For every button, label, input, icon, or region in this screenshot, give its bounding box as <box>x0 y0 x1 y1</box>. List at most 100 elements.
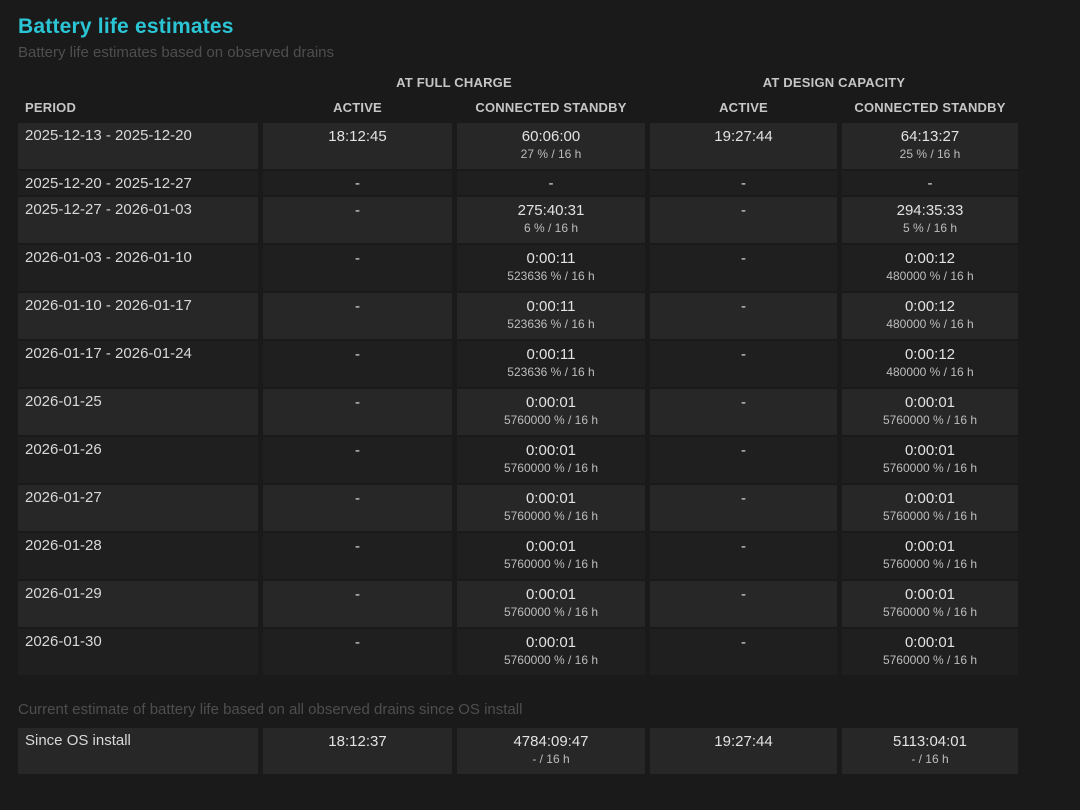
design-capacity-connected-standby-cell: 0:00:12 480000 % / 16 h <box>842 341 1018 387</box>
value-main: 64:13:27 <box>900 128 960 145</box>
table-row-period-3: 2026-01-03 - 2026-01-10 - 0:00:11 523636 % … <box>18 245 1018 291</box>
table-column-header-row: PERIOD ACTIVE CONNECTED STANDBY ACTIVE C… <box>18 100 1018 116</box>
value-main: 0:00:01 <box>904 442 956 459</box>
value-subtext: 5760000 % / 16 h <box>882 413 978 427</box>
value-main: - <box>741 634 746 651</box>
table-row-period-8: 2026-01-27 - 0:00:01 5760000 % / 16 h - 0:00:… <box>18 485 1018 531</box>
value-main: 19:27:44 <box>714 733 773 750</box>
value-main: 0:00:12 <box>904 250 956 267</box>
design-capacity-active-cell: - <box>650 485 837 531</box>
value-main: - <box>355 250 360 267</box>
table-row-period-7: 2026-01-26 - 0:00:01 5760000 % / 16 h - 0:00:… <box>18 437 1018 483</box>
column-header-full-charge-connected-standby: CONNECTED STANDBY <box>475 100 627 115</box>
value-subtext: 5760000 % / 16 h <box>503 413 599 427</box>
value-main: 0:00:01 <box>525 490 577 507</box>
value-subtext: 27 % / 16 h <box>520 147 582 161</box>
value-main: 0:00:01 <box>904 634 956 651</box>
value-subtext: - / 16 h <box>532 752 570 766</box>
design-capacity-connected-standby-cell: - <box>842 171 1018 195</box>
table-row-period-10: 2026-01-29 - 0:00:01 5760000 % / 16 h - 0:00:… <box>18 581 1018 627</box>
value-subtext: 480000 % / 16 h <box>886 317 974 331</box>
full-charge-active-cell: 18:12:45 <box>263 123 452 169</box>
design-capacity-connected-standby-cell: 0:00:01 5760000 % / 16 h <box>842 581 1018 627</box>
value-main: - <box>355 298 360 315</box>
full-charge-active-cell: - <box>263 171 452 195</box>
full-charge-connected-standby-cell: 0:00:01 5760000 % / 16 h <box>457 581 645 627</box>
value-main: 0:00:11 <box>526 250 576 267</box>
full-charge-connected-standby-cell: 0:00:11 523636 % / 16 h <box>457 293 645 339</box>
value-main: - <box>741 346 746 363</box>
value-main: 0:00:01 <box>904 394 956 411</box>
full-charge-connected-standby-cell: 4784:09:47 - / 16 h <box>457 728 645 774</box>
period-cell: 2026-01-03 - 2026-01-10 <box>18 245 258 291</box>
design-capacity-connected-standby-cell: 0:00:01 5760000 % / 16 h <box>842 485 1018 531</box>
value-subtext: - / 16 h <box>911 752 949 766</box>
value-subtext: 5760000 % / 16 h <box>882 509 978 523</box>
design-capacity-connected-standby-cell: 64:13:27 25 % / 16 h <box>842 123 1018 169</box>
design-capacity-active-cell: - <box>650 341 837 387</box>
full-charge-active-cell: - <box>263 341 452 387</box>
full-charge-connected-standby-cell: - <box>457 171 645 195</box>
since-os-install-note: Current estimate of battery life based o… <box>18 701 523 718</box>
design-capacity-active-cell: - <box>650 171 837 195</box>
value-main: - <box>741 586 746 603</box>
value-main: 0:00:01 <box>525 586 577 603</box>
design-capacity-active-cell: - <box>650 197 837 243</box>
value-main: - <box>741 538 746 555</box>
value-subtext: 5760000 % / 16 h <box>503 557 599 571</box>
value-subtext: 5760000 % / 16 h <box>503 605 599 619</box>
design-capacity-connected-standby-cell: 0:00:12 480000 % / 16 h <box>842 293 1018 339</box>
design-capacity-connected-standby-cell: 294:35:33 5 % / 16 h <box>842 197 1018 243</box>
value-main: 18:12:45 <box>328 128 387 145</box>
value-main: 4784:09:47 <box>513 733 589 750</box>
column-header-full-charge-active: ACTIVE <box>333 100 382 115</box>
full-charge-active-cell: - <box>263 389 452 435</box>
full-charge-active-cell: - <box>263 629 452 675</box>
value-main: - <box>741 442 746 459</box>
value-subtext: 25 % / 16 h <box>899 147 961 161</box>
design-capacity-active-cell: - <box>650 533 837 579</box>
design-capacity-connected-standby-cell: 0:00:12 480000 % / 16 h <box>842 245 1018 291</box>
table-row-since-os-install: Since OS install 18:12:37 4784:09:47 - / 16… <box>18 728 1018 774</box>
value-main: 5113:04:01 <box>893 733 967 750</box>
value-subtext: 5 % / 16 h <box>902 221 958 235</box>
period-cell: 2026-01-28 <box>18 533 258 579</box>
value-subtext: 5760000 % / 16 h <box>503 653 599 667</box>
value-main: 60:06:00 <box>521 128 581 145</box>
design-capacity-connected-standby-cell: 0:00:01 5760000 % / 16 h <box>842 389 1018 435</box>
value-subtext: 5760000 % / 16 h <box>882 605 978 619</box>
value-main: 294:35:33 <box>896 202 964 219</box>
value-main: - <box>741 490 746 507</box>
table-row-period-6: 2026-01-25 - 0:00:01 5760000 % / 16 h - 0:00:… <box>18 389 1018 435</box>
design-capacity-active-cell: - <box>650 437 837 483</box>
value-main: - <box>548 174 554 192</box>
value-subtext: 5760000 % / 16 h <box>882 461 978 475</box>
value-main: 18:12:37 <box>328 733 387 750</box>
value-main: - <box>355 202 360 219</box>
full-charge-active-cell: 18:12:37 <box>263 728 452 774</box>
value-main: 0:00:01 <box>904 586 956 603</box>
period-cell: 2025-12-13 - 2025-12-20 <box>18 123 258 169</box>
value-main: - <box>355 490 360 507</box>
value-main: 0:00:11 <box>526 346 576 363</box>
value-main: 0:00:12 <box>904 298 956 315</box>
battery-report-page: Battery life estimates Battery life esti… <box>18 15 1018 774</box>
value-main: - <box>355 634 360 651</box>
full-charge-connected-standby-cell: 60:06:00 27 % / 16 h <box>457 123 645 169</box>
design-capacity-connected-standby-cell: 5113:04:01 - / 16 h <box>842 728 1018 774</box>
value-subtext: 5760000 % / 16 h <box>503 461 599 475</box>
table-row-period-5: 2026-01-17 - 2026-01-24 - 0:00:11 523636 % … <box>18 341 1018 387</box>
value-subtext: 523636 % / 16 h <box>507 365 595 379</box>
column-header-design-capacity-active: ACTIVE <box>719 100 768 115</box>
full-charge-active-cell: - <box>263 437 452 483</box>
page-title: Battery life estimates <box>18 15 234 38</box>
full-charge-active-cell: - <box>263 485 452 531</box>
since-os-install-table: Since OS install 18:12:37 4784:09:47 - / 16… <box>18 728 1018 774</box>
group-header-at-design-capacity: AT DESIGN CAPACITY <box>762 75 906 90</box>
design-capacity-active-cell: - <box>650 293 837 339</box>
value-main: 0:00:01 <box>904 490 956 507</box>
full-charge-active-cell: - <box>263 197 452 243</box>
period-cell: Since OS install <box>18 728 258 774</box>
value-main: 19:27:44 <box>714 128 773 145</box>
value-main: 0:00:11 <box>526 298 576 315</box>
